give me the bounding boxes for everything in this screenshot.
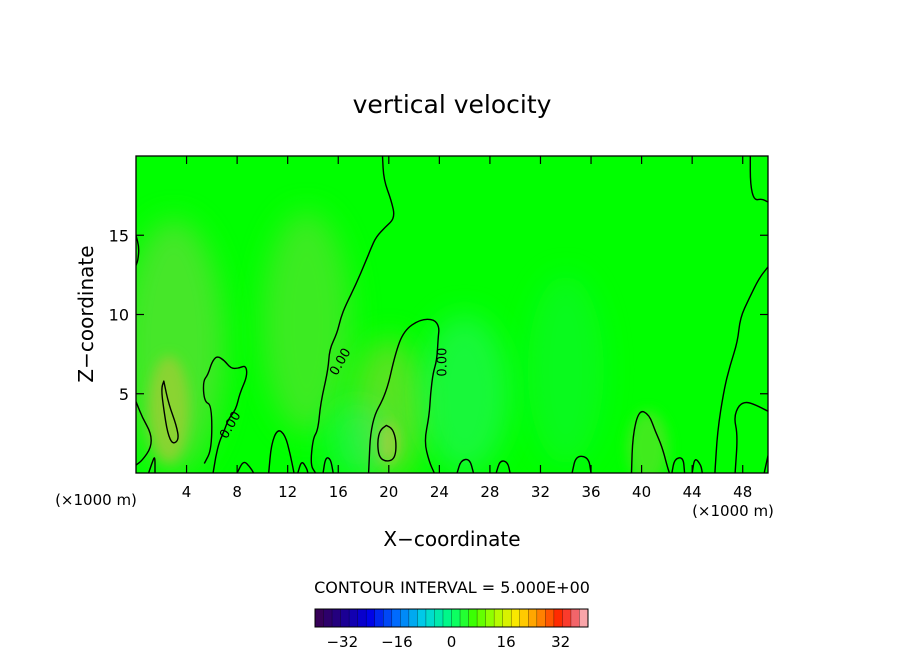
x-tick-label: 32 bbox=[531, 483, 550, 501]
shade-cyan-34 bbox=[527, 274, 604, 466]
colorbar-cell bbox=[425, 609, 435, 627]
y-tick-label: 5 bbox=[119, 385, 129, 404]
colorbar-cell bbox=[562, 609, 572, 627]
contour-layer bbox=[136, 156, 768, 473]
colorbar-cell bbox=[391, 609, 401, 627]
x-tick-label: 48 bbox=[733, 483, 752, 501]
x-tick-label: 36 bbox=[581, 483, 600, 501]
contour-label: 0.00 bbox=[436, 348, 451, 377]
colorbar-cell bbox=[536, 609, 546, 627]
top-right-contour bbox=[749, 156, 768, 203]
colorbar-cell bbox=[340, 609, 350, 627]
colorbar-cell bbox=[332, 609, 341, 627]
shade-blue-18 bbox=[325, 401, 389, 473]
colorbar-cell bbox=[553, 609, 563, 627]
y-tick-label: 15 bbox=[109, 226, 129, 245]
colorbar bbox=[314, 609, 589, 627]
x-tick-label: 44 bbox=[683, 483, 702, 501]
colorbar-tick-label: −16 bbox=[381, 633, 413, 651]
y-axis-label: Z−coordinate bbox=[74, 245, 98, 382]
colorbar-cell bbox=[570, 609, 580, 627]
colorbar-cell bbox=[579, 609, 589, 627]
lobe-40-contour bbox=[630, 410, 671, 473]
x-tick-label: 40 bbox=[632, 483, 651, 501]
colorbar-cell bbox=[485, 609, 495, 627]
colorbar-cell bbox=[434, 609, 444, 627]
positive-cell-2-contour bbox=[161, 380, 179, 444]
lobe-42-contour bbox=[671, 457, 686, 473]
contour-interval-label: CONTOUR INTERVAL = 5.000E+00 bbox=[314, 578, 590, 597]
shade-layer bbox=[136, 211, 669, 473]
colorbar-cell bbox=[477, 609, 486, 627]
x-tick-label: 16 bbox=[329, 483, 348, 501]
colorbar-cell bbox=[366, 609, 376, 627]
right-contour bbox=[714, 266, 768, 473]
colorbar-cell bbox=[519, 609, 529, 627]
x-axis: 4 8 12 16 20 24 28 32 36 40 44 48 bbox=[182, 156, 752, 501]
bottom-notch-13-contour bbox=[297, 462, 309, 473]
shade-left-core bbox=[148, 355, 190, 464]
bottom-notch-25-contour bbox=[456, 458, 475, 473]
plume-24-contour bbox=[367, 318, 440, 473]
right-lobe-contour bbox=[734, 401, 768, 473]
colorbar-cell bbox=[374, 609, 384, 627]
colorbar-tick-label: 16 bbox=[497, 633, 516, 651]
x-tick-label: 4 bbox=[182, 483, 192, 501]
colorbar-cell bbox=[357, 609, 367, 627]
x-tick-label: 28 bbox=[480, 483, 499, 501]
y-tick-label: 10 bbox=[109, 306, 129, 325]
bottom-notch-8-contour bbox=[236, 461, 255, 473]
bottom-notch-15-contour bbox=[322, 457, 334, 473]
colorbar-cell bbox=[417, 609, 427, 627]
plume-6-contour bbox=[202, 356, 248, 473]
colorbar-frame bbox=[314, 608, 589, 628]
colorbar-cell bbox=[323, 609, 333, 627]
colorbar-cell bbox=[460, 609, 469, 627]
shade-mid-warm bbox=[262, 211, 351, 434]
y-axis: 5 10 15 bbox=[109, 226, 768, 404]
x-tick-label: 24 bbox=[430, 483, 449, 501]
colorbar-cell bbox=[528, 609, 538, 627]
colorbar-tick-label: −32 bbox=[326, 633, 358, 651]
colorbar-tick-label: 0 bbox=[447, 633, 457, 651]
colorbar-tick-label: 32 bbox=[551, 633, 570, 651]
bottom-notch-29-contour bbox=[495, 460, 511, 473]
shade-right-40 bbox=[627, 411, 669, 473]
colorbar-cell bbox=[383, 609, 393, 627]
colorbar-cell bbox=[408, 609, 418, 627]
positive-cell-20-contour bbox=[377, 424, 397, 462]
x-axis-label: X−coordinate bbox=[383, 527, 520, 551]
x-unit-left: (×1000 m) bbox=[55, 491, 137, 509]
colorbar-cell bbox=[545, 609, 555, 627]
colorbar-cell bbox=[315, 609, 324, 627]
colorbar-cell bbox=[442, 609, 452, 627]
bottom-notch-35-contour bbox=[571, 455, 592, 473]
main-0-contour bbox=[310, 156, 395, 473]
x-unit-right: (×1000 m) bbox=[692, 502, 774, 520]
colorbar-cell bbox=[451, 609, 461, 627]
x-tick-label: 12 bbox=[278, 483, 297, 501]
colorbar-cell bbox=[400, 609, 410, 627]
colorbar-ticks: −32 −16 0 16 32 bbox=[326, 633, 570, 651]
colorbar-cell bbox=[468, 609, 478, 627]
colorbar-cell bbox=[511, 609, 521, 627]
chart-title: vertical velocity bbox=[353, 90, 552, 119]
x-tick-label: 20 bbox=[379, 483, 398, 501]
colorbar-cell bbox=[494, 609, 503, 627]
left-edge-bottom-contour bbox=[136, 401, 152, 466]
left-lobe-contour bbox=[147, 457, 156, 473]
lobe-11-contour bbox=[268, 430, 295, 473]
colorbar-cell bbox=[349, 609, 358, 627]
x-tick-label: 8 bbox=[232, 483, 242, 501]
colorbar-cell bbox=[502, 609, 512, 627]
shade-blue-25 bbox=[420, 314, 509, 473]
